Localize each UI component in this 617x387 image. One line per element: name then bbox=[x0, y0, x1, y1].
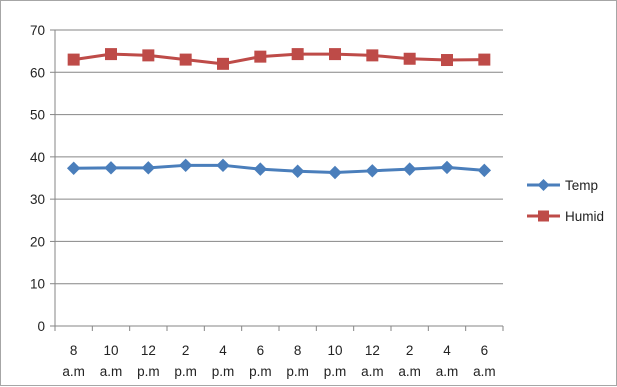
temp-point bbox=[477, 163, 492, 178]
humid-point bbox=[366, 49, 379, 62]
temp-point bbox=[402, 162, 417, 176]
x-tick-label: 2 bbox=[182, 343, 190, 358]
legend-humid-marker bbox=[538, 210, 549, 222]
legend-temp-label: Temp bbox=[565, 178, 598, 193]
legend-humid-label: Humid bbox=[565, 209, 604, 224]
temp-point bbox=[216, 158, 230, 173]
humid-point bbox=[105, 48, 117, 61]
temp-line bbox=[73, 163, 485, 175]
humid-point bbox=[403, 52, 416, 65]
y-tick-label: 60 bbox=[30, 65, 45, 80]
x-tick-label: 8 bbox=[294, 343, 302, 358]
temp-point bbox=[141, 161, 156, 175]
y-tick-label: 40 bbox=[30, 150, 45, 165]
temp-point bbox=[290, 164, 305, 178]
x-tick-label: a.m bbox=[361, 364, 384, 379]
x-tick-label: p.m bbox=[324, 364, 347, 379]
x-tick-label: p.m bbox=[249, 364, 272, 379]
x-tick-label: a.m bbox=[398, 364, 421, 379]
humid-point bbox=[441, 54, 453, 67]
x-tick-label: a.m bbox=[473, 364, 496, 379]
x-tick-label: a.m bbox=[100, 364, 123, 379]
x-tick-label: 10 bbox=[103, 343, 118, 358]
y-tick-label: 30 bbox=[30, 192, 45, 207]
x-tick-label: p.m bbox=[137, 364, 160, 379]
humid-point bbox=[67, 53, 80, 66]
humid-point bbox=[329, 48, 341, 61]
y-tick-label: 20 bbox=[30, 234, 45, 249]
legend-temp-marker bbox=[537, 179, 550, 191]
x-tick-label: 4 bbox=[443, 343, 451, 358]
y-tick-label: 50 bbox=[30, 108, 45, 123]
humid-point bbox=[291, 48, 304, 61]
y-tick-label: 70 bbox=[30, 23, 45, 38]
temp-point bbox=[328, 165, 342, 180]
x-tick-label: 6 bbox=[481, 343, 489, 358]
x-tick-label: 10 bbox=[327, 343, 342, 358]
temp-point bbox=[66, 161, 81, 175]
humid-point bbox=[254, 50, 267, 63]
x-tick-label: 12 bbox=[365, 343, 380, 358]
humid-line bbox=[73, 52, 485, 66]
y-tick-label: 0 bbox=[37, 319, 45, 334]
temp-point bbox=[440, 160, 454, 175]
temp-point bbox=[365, 164, 380, 178]
humid-point bbox=[217, 57, 229, 70]
x-tick-label: 12 bbox=[141, 343, 156, 358]
x-tick-label: p.m bbox=[174, 364, 197, 379]
y-tick-label: 10 bbox=[30, 277, 45, 292]
x-tick-label: 6 bbox=[257, 343, 265, 358]
humid-point bbox=[179, 53, 192, 66]
temp-point bbox=[253, 162, 268, 176]
humid-point bbox=[478, 53, 491, 66]
x-tick-label: p.m bbox=[212, 364, 235, 379]
humid-point bbox=[142, 49, 155, 62]
temp-point bbox=[104, 161, 118, 175]
x-tick-label: 4 bbox=[219, 343, 227, 358]
x-tick-label: a.m bbox=[436, 364, 459, 379]
x-tick-label: 8 bbox=[70, 343, 78, 358]
x-tick-label: p.m bbox=[286, 364, 309, 379]
x-tick-label: a.m bbox=[62, 364, 85, 379]
x-tick-label: 2 bbox=[406, 343, 414, 358]
temp-point bbox=[178, 158, 193, 173]
